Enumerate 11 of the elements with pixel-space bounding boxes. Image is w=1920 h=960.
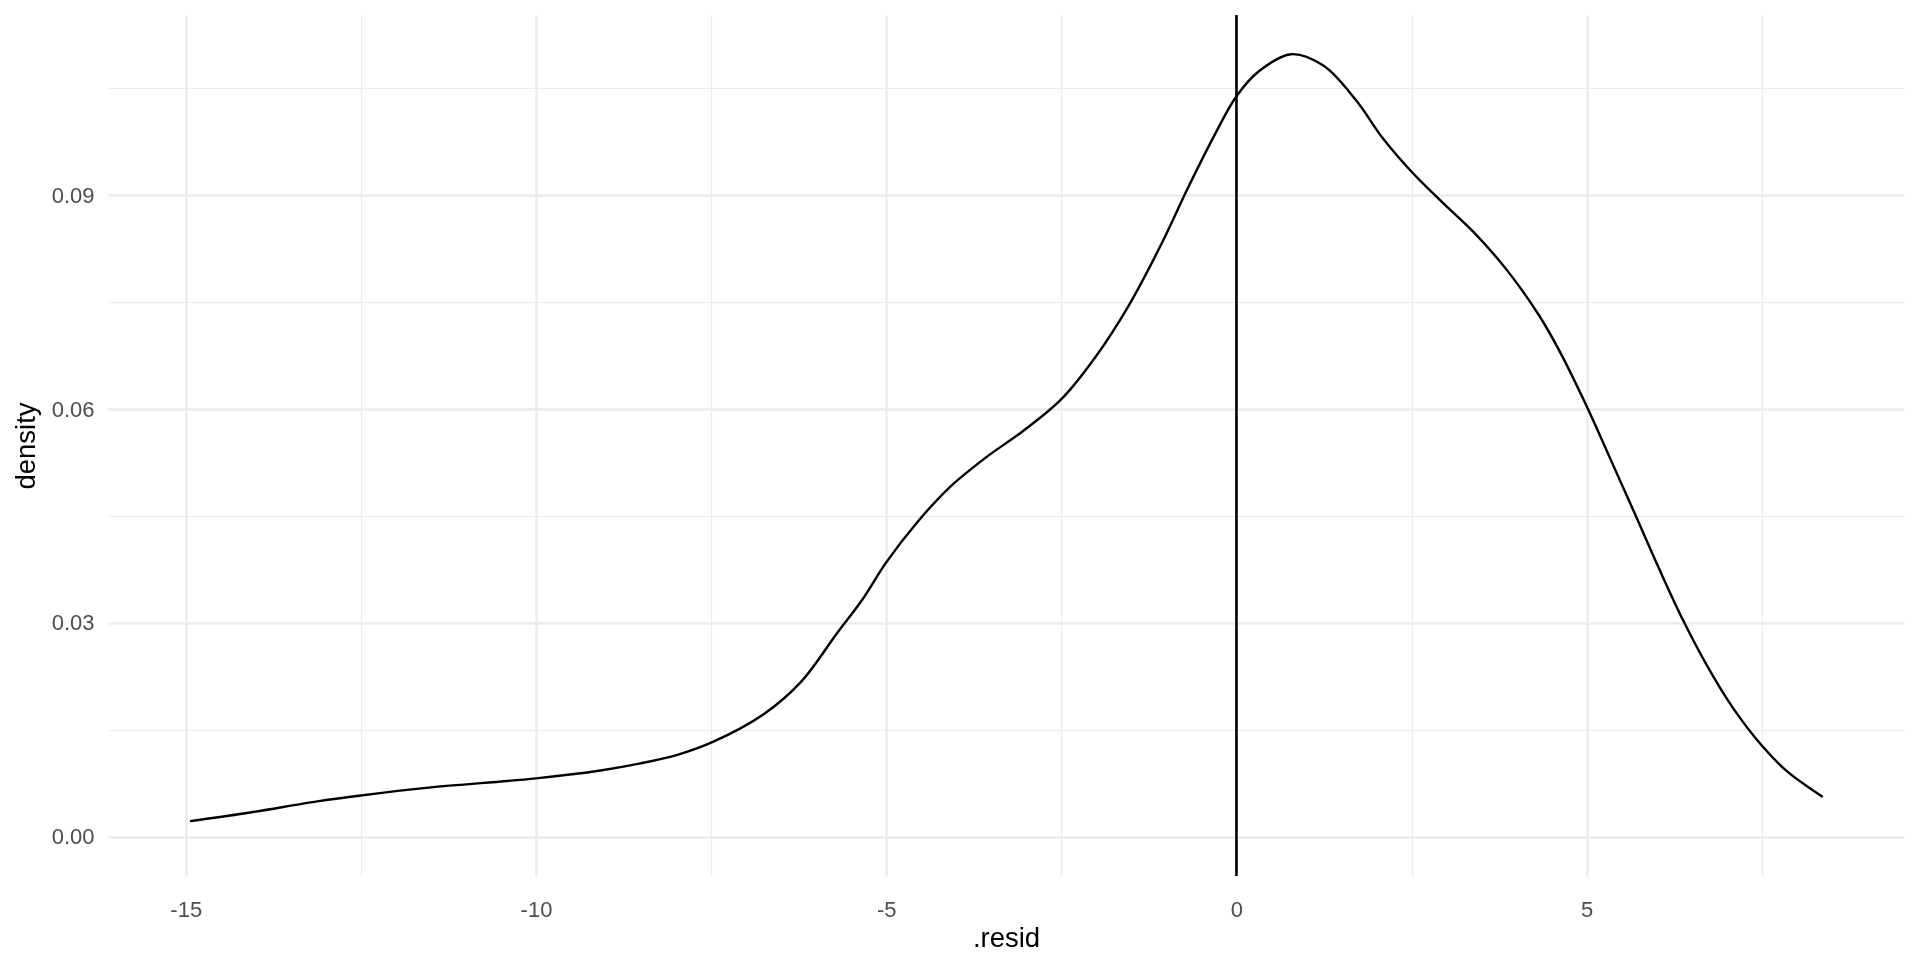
x-axis-title: .resid <box>972 921 1041 953</box>
x-tick-label: -15 <box>170 896 203 922</box>
x-tick-label: -10 <box>520 896 553 922</box>
x-tick-label: -5 <box>876 896 897 922</box>
y-tick-label: 0.03 <box>51 610 95 636</box>
x-tick-label: 5 <box>1581 896 1594 922</box>
y-tick-label: 0.09 <box>51 182 95 208</box>
x-tick-label: 0 <box>1230 896 1244 922</box>
y-axis-title: density <box>9 402 41 490</box>
y-tick-label: 0.06 <box>51 396 95 422</box>
y-tick-label: 0.00 <box>51 824 95 850</box>
